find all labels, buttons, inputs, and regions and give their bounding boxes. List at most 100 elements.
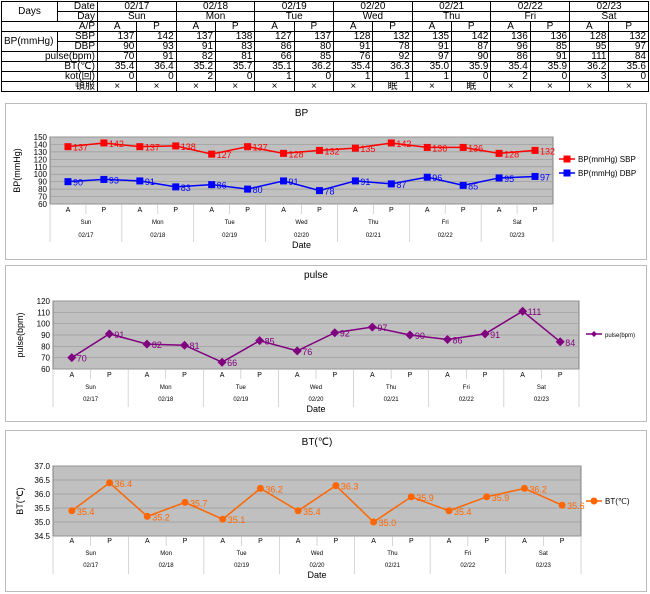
data-label: 111: [528, 307, 542, 317]
data-point: [256, 484, 264, 492]
ap-cell: A: [411, 21, 453, 32]
ap-cell: A: [490, 21, 531, 32]
pulse-cell: 97: [411, 51, 453, 62]
y-tick-label: 120: [34, 155, 48, 164]
bt-cell: 35.9: [451, 61, 492, 72]
sbp-cell: 142: [451, 31, 492, 42]
dbp-header: DBP: [57, 41, 98, 52]
sbp-cell: 137: [175, 31, 217, 42]
x-tick-label: P: [332, 372, 337, 379]
day-label: Sat: [539, 551, 548, 557]
date-cell: 02/20: [333, 1, 413, 12]
x-tick-label: P: [173, 207, 178, 214]
bt-cell: 35.6: [608, 61, 649, 72]
sbp-cell: 127: [254, 31, 295, 42]
kot-cell: 0: [451, 71, 492, 82]
data-point: [172, 183, 180, 191]
y-tick-label: 35.0: [34, 518, 50, 527]
x-tick-label: A: [522, 538, 527, 545]
x-tick-label: A: [296, 538, 301, 545]
pulse-cell: 86: [490, 51, 531, 62]
data-point: [315, 146, 323, 154]
data-label: 81: [190, 341, 200, 351]
pulse-cell: 111: [569, 51, 610, 62]
days-header: Days: [1, 1, 58, 22]
series-line: [71, 481, 563, 523]
data-label: 91: [289, 177, 299, 187]
sbp-cell: 136: [529, 31, 571, 42]
dbp-cell: 91: [333, 41, 374, 52]
kot-cell: 1: [254, 71, 295, 82]
date-label: 02/19: [222, 233, 238, 239]
ap-header: A/P: [1, 21, 98, 32]
data-label: 35.4: [454, 507, 472, 517]
data-point: [480, 329, 490, 339]
data-point: [292, 346, 302, 356]
dbp-cell: 96: [490, 41, 531, 52]
data-point: [244, 143, 252, 151]
ap-cell: P: [136, 21, 177, 32]
y-tick-label: 130: [34, 148, 48, 157]
data-point: [330, 328, 340, 338]
data-label: 83: [181, 183, 191, 193]
data-point: [142, 339, 152, 349]
data-point: [172, 142, 180, 150]
data-point: [332, 482, 340, 490]
data-label: 132: [540, 146, 555, 156]
tonpuku-cell: ×: [411, 81, 453, 92]
chart-title: BP: [295, 108, 309, 119]
data-label: 78: [324, 187, 334, 197]
x-tick-label: A: [353, 207, 358, 214]
data-label: 132: [324, 146, 339, 156]
data-label: 90: [73, 178, 83, 188]
legend-label: BP(mmHg) SBP: [578, 155, 636, 164]
data-label: 36.2: [529, 484, 547, 494]
bt-cell: 35.2: [175, 61, 217, 72]
data-label: 128: [289, 149, 304, 159]
x-tick-label: A: [145, 372, 150, 379]
data-label: 35.6: [567, 501, 585, 511]
data-point: [208, 181, 216, 189]
day-label: Tue: [225, 220, 236, 226]
kot-cell: 0: [96, 71, 138, 82]
data-point: [558, 501, 566, 509]
day-label: Mon: [160, 551, 172, 557]
date-cell: 02/23: [569, 1, 649, 12]
kot-cell: 0: [293, 71, 335, 82]
day-label: Mon: [160, 385, 172, 391]
y-axis-label: BP(mmHg): [12, 148, 22, 193]
x-tick-label: P: [408, 372, 413, 379]
ap-cell: P: [215, 21, 256, 32]
data-point: [104, 329, 114, 339]
x-tick-label: P: [183, 538, 188, 545]
data-point: [518, 306, 528, 316]
date-header: Date: [57, 1, 98, 12]
x-tick-label: P: [483, 372, 488, 379]
bt-cell: 35.9: [529, 61, 571, 72]
dbp-cell: 80: [293, 41, 335, 52]
ap-cell: P: [372, 21, 413, 32]
y-tick-label: 80: [38, 185, 47, 194]
data-point: [100, 175, 108, 183]
day-cell: Wed: [333, 11, 413, 22]
data-point: [181, 498, 189, 506]
data-point: [280, 149, 288, 157]
pulse-cell: 76: [333, 51, 374, 62]
y-tick-label: 34.5: [34, 532, 50, 541]
date-label: 02/22: [438, 233, 454, 239]
date-label: 02/18: [150, 233, 166, 239]
tonpuku-cell: ×: [254, 81, 295, 92]
pulse-chart: pulse 60 70 80 90 100 110 120 pulse(bpm) A P A P A P A P…: [5, 265, 647, 422]
data-label: 138: [181, 142, 196, 152]
date-label: 02/21: [366, 233, 382, 239]
chart-title: pulse: [304, 270, 328, 281]
dbp-cell: 91: [175, 41, 217, 52]
day-header: Day: [57, 11, 98, 22]
sbp-cell: 137: [96, 31, 138, 42]
pulse-cell: 85: [293, 51, 335, 62]
data-label: 35.9: [416, 493, 434, 503]
date-label: 02/22: [459, 397, 475, 403]
x-tick-label: A: [209, 207, 214, 214]
bt-cell: 36.2: [569, 61, 610, 72]
bt-cell: 35.4: [490, 61, 531, 72]
